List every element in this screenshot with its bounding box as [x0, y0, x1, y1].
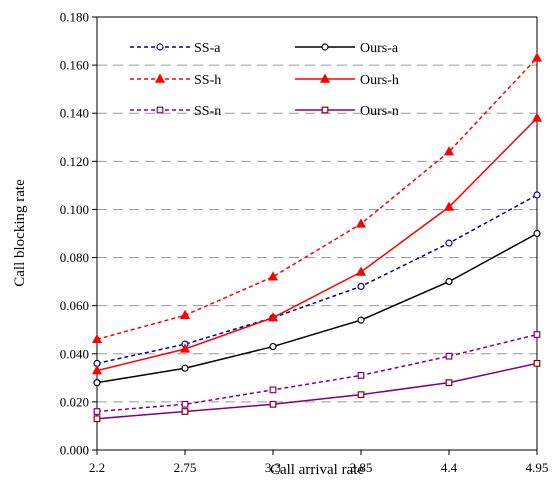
legend-marker-ours-n [321, 106, 329, 114]
data-point-ss-n [181, 400, 189, 408]
data-point-ours-a [269, 342, 277, 351]
data-point-ours-n [357, 391, 365, 399]
data-point-ours-n [93, 415, 101, 423]
legend-label-ours-h: Ours-h [360, 73, 399, 88]
legend-item-ours-n: Ours-n [295, 104, 399, 119]
y-tick-label: 0.140 [60, 106, 89, 121]
data-point-ours-h [179, 343, 191, 353]
data-point-ours-h [355, 266, 367, 276]
data-point-ss-n [269, 386, 277, 394]
x-tick-label: 3.3 [265, 460, 281, 475]
data-point-ours-n [269, 400, 277, 408]
legend-label-ours-a: Ours-a [360, 41, 399, 56]
data-point-ss-h [531, 52, 543, 62]
legend-marker-ss-h [154, 73, 166, 83]
data-point-ours-n [181, 408, 189, 415]
series-ss-a [93, 191, 541, 367]
data-point-ss-n [445, 352, 453, 360]
y-tick-label: 0.040 [60, 346, 89, 361]
data-point-ours-h [531, 112, 543, 122]
series-line-ss-a [96, 194, 538, 365]
y-tick-label: 0.000 [60, 443, 89, 458]
x-tick-label: 2.2 [89, 460, 105, 475]
data-point-ours-n [445, 379, 453, 387]
legend-item-ss-a: SS-a [130, 41, 221, 56]
legend-item-ss-h: SS-h [130, 73, 221, 88]
data-point-ours-n [533, 360, 541, 367]
x-tick-label: 4.95 [526, 460, 549, 475]
data-point-ss-n [93, 408, 101, 415]
data-point-ss-h [355, 218, 367, 228]
y-tick-label: 0.120 [60, 154, 89, 169]
x-axis-title: Call arrival rate [270, 462, 364, 478]
data-point-ours-h [267, 312, 279, 322]
data-point-ss-a [445, 239, 453, 247]
series-line-ss-n [96, 333, 538, 413]
data-point-ours-a [533, 229, 541, 238]
series-ours-a [93, 229, 541, 387]
data-point-ss-a [533, 191, 541, 199]
legend-label-ss-h: SS-h [194, 73, 221, 88]
legend-label-ss-n: SS-n [194, 104, 221, 119]
series-ss-h [91, 52, 543, 344]
series-ours-n [93, 360, 541, 423]
data-point-ours-a [93, 379, 101, 387]
series-ours-h [91, 112, 543, 375]
legend-marker-ss-n [156, 106, 164, 114]
legend-item-ss-n: SS-n [130, 104, 221, 119]
y-tick-label: 0.100 [60, 202, 89, 217]
y-tick-label: 0.080 [60, 250, 89, 265]
series-layer [91, 52, 543, 423]
series-ss-n [93, 331, 541, 415]
data-point-ours-a [445, 278, 453, 286]
y-tick-label: 0.160 [60, 58, 89, 73]
y-tick-label: 0.180 [60, 10, 89, 25]
data-point-ss-h [443, 146, 455, 156]
gridlines [97, 64, 537, 403]
series-line-ss-h [96, 57, 538, 341]
legend-item-ours-a: Ours-a [295, 41, 399, 56]
data-point-ss-h [179, 309, 191, 319]
y-tick-label: 0.060 [60, 298, 89, 313]
legend: SS-a Ours-a SS-h Ours-h SS-n Ours-n [130, 41, 399, 119]
data-point-ss-a [357, 282, 365, 291]
series-line-ours-n [96, 362, 538, 420]
legend-label-ss-a: SS-a [194, 41, 221, 56]
data-point-ss-h [267, 271, 279, 281]
x-tick-label: 4.4 [441, 460, 458, 475]
series-line-ours-a [96, 232, 538, 384]
data-point-ss-h [91, 333, 103, 344]
legend-marker-ours-h [319, 73, 331, 83]
legend-marker-ours-a [321, 43, 329, 51]
series-line-ours-h [96, 117, 538, 372]
data-point-ss-n [533, 331, 541, 338]
legend-item-ours-h: Ours-h [295, 73, 399, 88]
data-point-ours-a [357, 316, 365, 324]
x-tick-label: 3.85 [350, 460, 373, 475]
legend-marker-ss-a [156, 43, 164, 51]
y-axis-ticks: 0.000 0.020 0.040 0.060 0.080 0.100 0.120 0.140… [60, 10, 97, 458]
data-point-ours-h [91, 365, 103, 375]
data-point-ss-n [357, 372, 365, 379]
x-axis-ticks: 2.2 2.75 3.3 3.85 4.4 4.95 [89, 450, 549, 475]
x-tick-label: 2.75 [174, 460, 197, 475]
data-point-ours-h [443, 201, 455, 211]
y-tick-label: 0.020 [60, 394, 89, 409]
data-point-ours-a [181, 364, 189, 372]
y-axis-title: Call blocking rate [12, 179, 28, 287]
legend-label-ours-n: Ours-n [360, 104, 399, 119]
